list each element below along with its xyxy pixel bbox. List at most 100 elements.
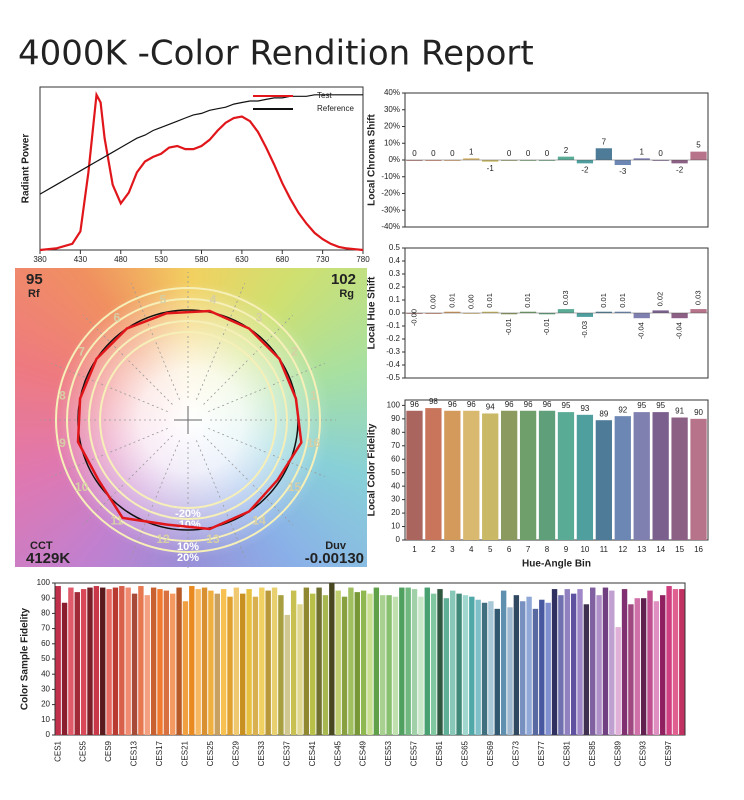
x-tick-label: 8: [545, 545, 550, 554]
bin-label: 11: [111, 514, 124, 528]
x-tick-label: CES45: [333, 740, 342, 766]
bin-label: 1: [310, 388, 317, 402]
data-label: -2: [581, 165, 589, 174]
data-label: 96: [505, 400, 514, 409]
y-tick-label: 0.3: [389, 269, 401, 278]
bar: [538, 313, 556, 315]
y-axis-title: Local Color Fidelity: [367, 423, 378, 516]
bar: [545, 602, 551, 735]
bar: [303, 587, 310, 735]
bin-label: 6: [114, 311, 121, 325]
bar: [425, 313, 442, 314]
x-tick-label: 6: [507, 545, 512, 554]
bin-divider: [208, 428, 325, 478]
bar: [481, 602, 488, 735]
x-tick-label: 10: [580, 545, 589, 554]
bar: [576, 414, 594, 540]
bar: [679, 589, 685, 735]
bar: [405, 587, 411, 735]
bar: [570, 593, 577, 735]
data-label: 96: [543, 400, 552, 409]
x-tick-label: 3: [450, 545, 455, 554]
bin-label: 5: [160, 293, 167, 307]
data-label: 96: [467, 400, 476, 409]
bar: [596, 595, 602, 735]
bar: [621, 589, 628, 735]
y-tick-label: 60: [41, 639, 50, 648]
bar: [501, 313, 518, 315]
y-axis-title: Local Hue Shift: [367, 276, 378, 349]
bar: [520, 601, 526, 735]
data-label: 0: [431, 149, 436, 158]
y-tick-label: 90: [41, 593, 50, 602]
data-label: 96: [448, 400, 457, 409]
bar: [170, 593, 176, 735]
x-tick-label: 16: [694, 545, 703, 554]
data-label: 93: [580, 404, 589, 413]
bar: [163, 590, 170, 735]
bar: [595, 148, 612, 160]
bar: [557, 156, 575, 160]
bin-divider: [196, 283, 246, 400]
bar: [399, 587, 405, 735]
bar: [271, 587, 278, 735]
x-tick-label: CES5: [79, 740, 88, 761]
bar: [519, 410, 537, 540]
x-tick-label: CES73: [511, 740, 520, 766]
x-tick-label: 14: [656, 545, 665, 554]
bar: [482, 160, 499, 162]
data-label: 0.01: [485, 293, 494, 308]
x-tick-label: 580: [195, 255, 209, 264]
x-tick-label: CES49: [359, 740, 368, 766]
bar: [614, 160, 631, 166]
bar: [450, 590, 456, 735]
bar: [595, 420, 612, 540]
bar: [690, 418, 707, 540]
bar: [634, 598, 640, 735]
data-label: 0.01: [618, 293, 627, 308]
bar: [576, 313, 594, 317]
x-tick-label: CES9: [104, 740, 113, 761]
bar: [252, 596, 259, 735]
y-tick-label: 90: [391, 414, 400, 423]
ring-label: -20%: [175, 508, 201, 520]
y-tick-label: -0.2: [386, 334, 400, 343]
y-tick-label: 0.0: [389, 308, 401, 317]
bar: [652, 160, 669, 161]
duv-value: -0.00130: [305, 550, 364, 567]
x-tick-label: CES1: [53, 740, 62, 761]
data-label: 95: [637, 401, 646, 410]
x-tick-label: CES25: [206, 740, 215, 766]
data-label: 2: [564, 146, 569, 155]
x-tick-label: 1: [412, 545, 417, 554]
bar: [671, 417, 688, 540]
bar: [475, 599, 481, 735]
data-label: 1: [639, 147, 644, 156]
x-tick-label: CES61: [435, 740, 444, 766]
bar: [246, 589, 252, 735]
data-label: 5: [696, 141, 701, 150]
bar: [595, 311, 612, 313]
bin-divider: [130, 283, 180, 400]
data-label: -0.01: [542, 318, 551, 335]
data-label: 7: [602, 137, 607, 146]
bar: [380, 595, 386, 735]
bar: [614, 416, 631, 540]
bar: [539, 599, 545, 735]
bar: [189, 586, 195, 735]
y-tick-label: 30: [391, 495, 400, 504]
y-tick-label: 20: [41, 700, 50, 709]
bar: [583, 604, 590, 735]
bar: [577, 589, 583, 735]
x-tick-label: 7: [526, 545, 531, 554]
data-label: -0.00: [409, 309, 418, 326]
bar: [406, 160, 423, 161]
bar: [463, 158, 480, 160]
data-label: 0.00: [466, 294, 475, 309]
bar: [614, 311, 631, 313]
bar: [310, 593, 316, 735]
y-tick-label: 70: [41, 624, 50, 633]
bar: [488, 601, 494, 735]
x-tick-label: CES13: [130, 740, 139, 766]
y-axis-title: Radiant Power: [21, 134, 32, 204]
